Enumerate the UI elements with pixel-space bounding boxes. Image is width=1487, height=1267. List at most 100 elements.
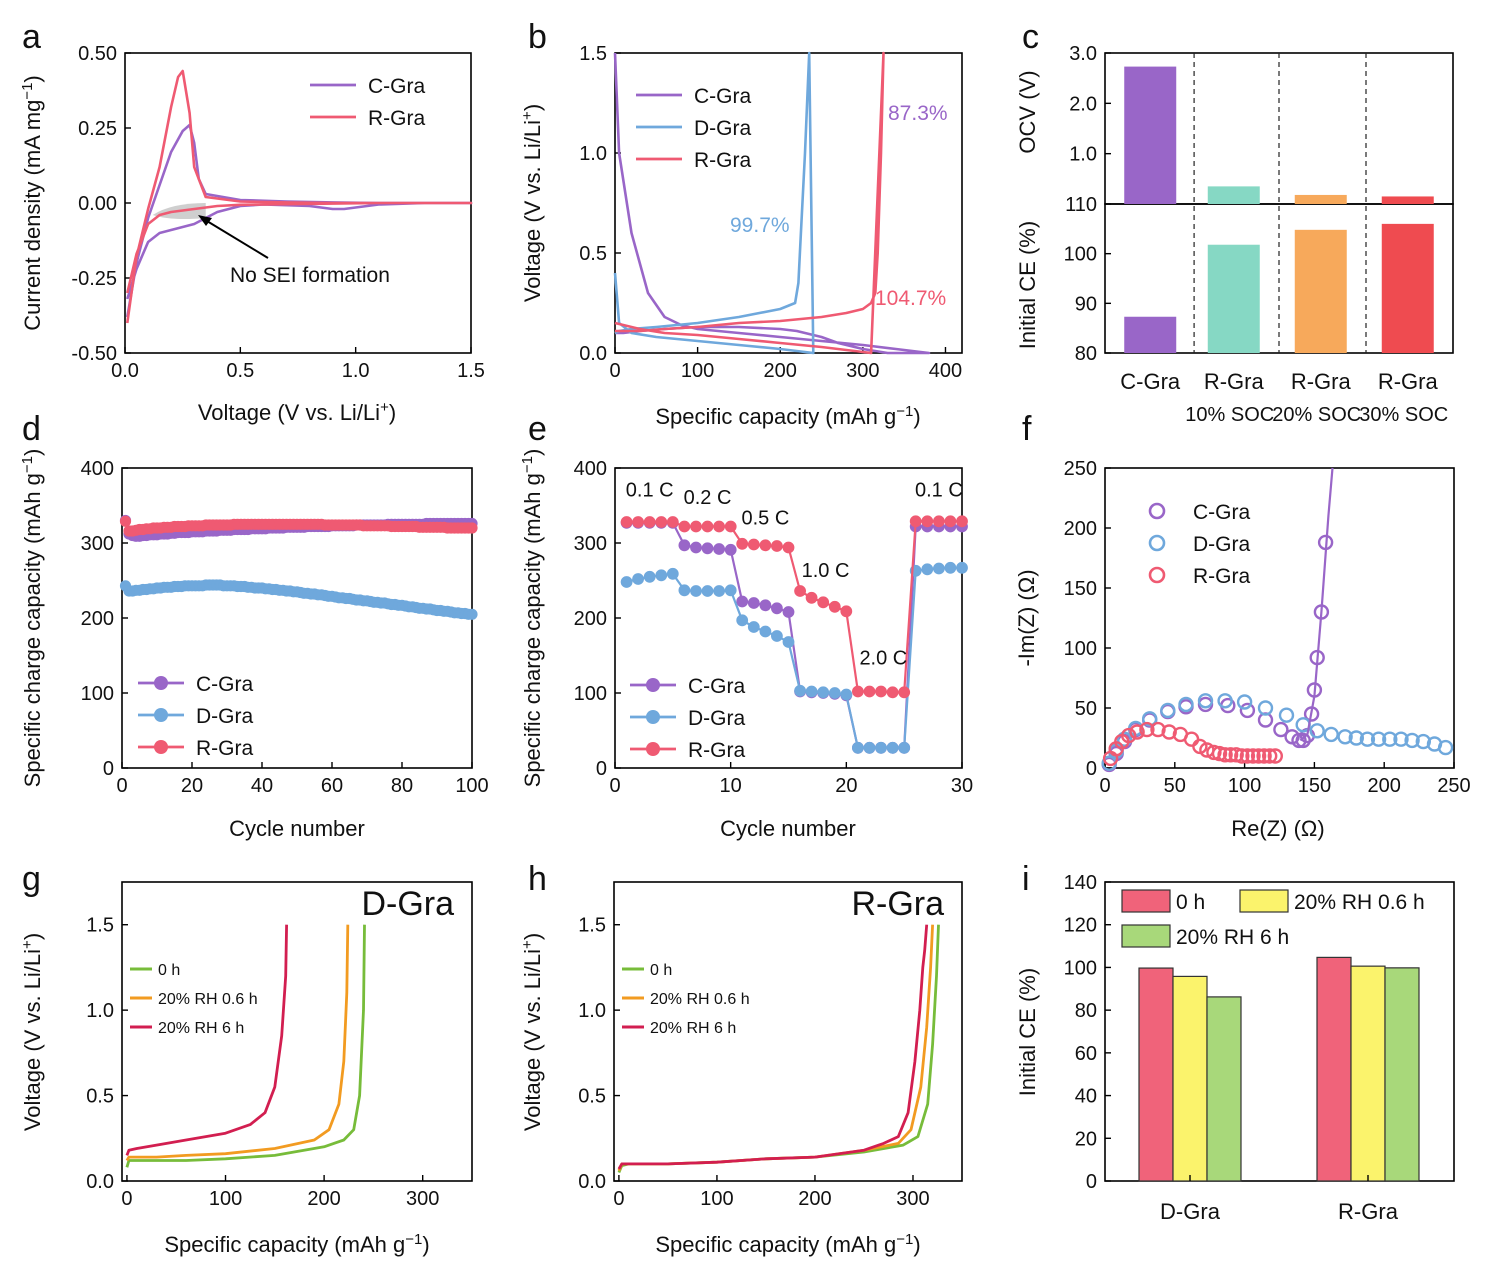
- data-point-R-Gra: [119, 515, 132, 527]
- x-category-label-c: R-Gra: [1378, 369, 1439, 394]
- y-tick-label-i: 100: [1064, 957, 1097, 979]
- y-tick-label-d: 0: [103, 758, 114, 780]
- data-point-D-Gra: [736, 614, 749, 627]
- data-point-R-Gra: [1261, 748, 1278, 764]
- y-tick-label-e: 200: [574, 608, 607, 630]
- data-point-R-Gra: [1217, 747, 1233, 763]
- annotation-no-sei: No SEI formation: [230, 264, 390, 287]
- panel-label-d: d: [22, 410, 41, 448]
- y-axis-label-i: Initial CE (%): [1015, 968, 1040, 1096]
- legend-item-g: 20% RH 6 h: [158, 1020, 244, 1037]
- legend-swatch-i: [1121, 889, 1171, 913]
- plot-frame-b: [614, 52, 963, 354]
- bar-ocv: [1207, 186, 1260, 204]
- bar-20% RH 0.6 h: [1172, 975, 1208, 1182]
- x-tick-label-d: 40: [251, 775, 273, 797]
- panel-label-f: f: [1022, 410, 1032, 448]
- inset-title-g: D-Gra: [361, 885, 454, 923]
- panel-label-c: c: [1022, 18, 1039, 56]
- data-point-R-Gra: [771, 540, 783, 552]
- x-tick-label-d: 60: [321, 775, 343, 797]
- x-tick-label-e: 10: [720, 775, 742, 797]
- fit-line-c-gra: [1299, 467, 1334, 742]
- y-axis-label-e-end: ): [520, 449, 545, 456]
- annotation-arrowhead: [198, 215, 212, 226]
- y-tick-label-d: 100: [81, 683, 114, 705]
- rate-label: 2.0 C: [859, 648, 907, 670]
- x-tick-label-d: 80: [391, 775, 413, 797]
- y-tick-label-a: -0.50: [71, 343, 117, 365]
- data-point-C-Gra: [736, 595, 749, 608]
- y-axis-label-a-sup: −1: [19, 83, 36, 100]
- y-tick-label-i: 140: [1064, 872, 1097, 894]
- data-point-D-Gra: [944, 561, 957, 574]
- legend-item-h: 0 h: [650, 962, 672, 979]
- y-tick-label-d: 200: [81, 608, 114, 630]
- x-tick-label-f: 100: [1228, 775, 1261, 797]
- x-category-sublabel-c: 20% SOC: [1272, 404, 1361, 426]
- data-point-D-Gra: [724, 584, 737, 597]
- annotation-c-gra-ce: 87.3%: [888, 102, 948, 125]
- data-point-D-Gra: [1323, 726, 1339, 743]
- y-tick-label-f: 100: [1064, 638, 1097, 660]
- x-category-label-c: C-Gra: [1120, 369, 1181, 394]
- data-point-D-Gra: [655, 569, 668, 582]
- y-tick-label-h: 0.0: [578, 1171, 606, 1193]
- data-point-R-Gra: [805, 591, 818, 604]
- data-point-R-Gra: [1245, 748, 1261, 764]
- data-point-D-Gra: [1309, 723, 1325, 739]
- legend-item-c-gra-marker: [646, 678, 660, 692]
- panel-label-b: b: [528, 18, 547, 56]
- x-tick-label-b: 0: [609, 360, 620, 382]
- legend-item-r-gra: R-Gra: [688, 739, 745, 762]
- legend-item-g: 20% RH 0.6 h: [158, 991, 258, 1008]
- x-axis-label-a-end: ): [389, 400, 396, 425]
- y-axis-label-g-main: Voltage (V vs. Li/Li: [20, 949, 45, 1131]
- y-axis-label-g-sup: +: [19, 940, 36, 949]
- x-tick-label-a: 1.5: [457, 360, 485, 382]
- data-point-D-Gra: [875, 741, 887, 754]
- y-tick-label-f: 0: [1086, 758, 1097, 780]
- x-tick-label-e: 30: [951, 775, 973, 797]
- y-tick-label-b: 0.0: [579, 343, 607, 365]
- data-point-R-Gra: [666, 516, 679, 528]
- data-point-D-Gra: [921, 563, 934, 576]
- data-point-R-Gra: [944, 515, 957, 528]
- y-tick-label-i: 120: [1064, 915, 1097, 937]
- data-point-D-Gra: [805, 685, 818, 698]
- x-axis-label-g-end: ): [422, 1232, 429, 1257]
- y-tick-label-f: 50: [1075, 698, 1097, 720]
- y-tick-label-h: 1.5: [578, 915, 606, 937]
- x-tick-label-b: 300: [846, 360, 879, 382]
- data-point-R-Gra: [701, 520, 714, 533]
- y-tick-label-f: 150: [1064, 578, 1097, 600]
- x-tick-label-e: 20: [835, 775, 857, 797]
- legend-item-c-gra: C-Gra: [688, 675, 745, 698]
- panel-label-h: h: [528, 860, 547, 898]
- data-point-D-Gra: [1141, 711, 1158, 727]
- data-point-D-Gra: [1359, 731, 1376, 747]
- y-tick-label-c-top: 3.0: [1069, 43, 1097, 65]
- plot-frame-i: [1104, 881, 1455, 1182]
- x-axis-label-b: Specific capacity (mAh g−1): [655, 403, 920, 430]
- y-tick-label-f: 200: [1064, 518, 1097, 540]
- x-category-sublabel-c: 30% SOC: [1359, 404, 1448, 426]
- y-axis-label-d-sup: −1: [19, 456, 36, 473]
- data-point-D-Gra: [886, 741, 899, 754]
- data-point-D-Gra: [678, 584, 691, 597]
- rate-label: 0.2 C: [684, 487, 732, 509]
- legend-item-c-gra-marker: [154, 676, 168, 690]
- x-axis-label-a: Voltage (V vs. Li/Li+): [198, 399, 396, 426]
- legend-item-h: 20% RH 0.6 h: [650, 991, 750, 1008]
- legend-item-c-gra: C-Gra: [694, 85, 751, 108]
- series-line-0 h: [125, 924, 366, 1168]
- data-point-R-Gra: [1267, 748, 1284, 764]
- legend-item-i: 0 h: [1176, 891, 1205, 914]
- data-point-D-Gra: [643, 570, 656, 583]
- y-axis-label-h-end: ): [520, 933, 545, 940]
- y-tick-label-a: 0.25: [78, 118, 117, 140]
- data-point-D-Gra: [1348, 730, 1365, 746]
- x-axis-label-b-main: Specific capacity (mAh g: [655, 404, 896, 429]
- data-point-D-Gra: [1178, 696, 1194, 713]
